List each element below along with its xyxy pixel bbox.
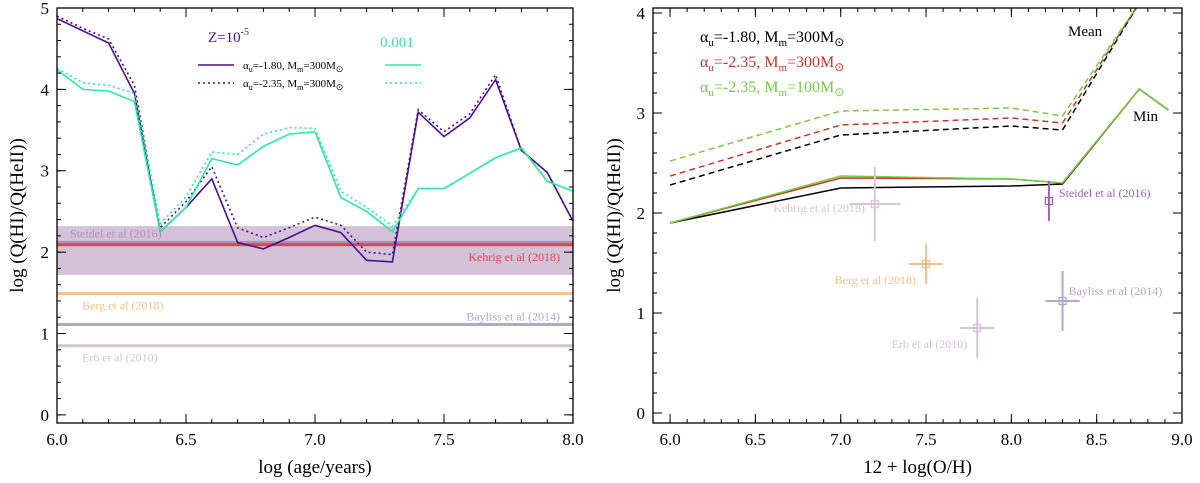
y-tick-label: 0 <box>637 404 646 423</box>
right-chart: Kehrig et al (2018) Steidel et al (2016) B… <box>604 4 1193 478</box>
reference-label: Erb et al (2010) <box>82 351 158 365</box>
y-tick-label: 3 <box>41 162 50 181</box>
x-tick-label: 8.0 <box>1001 430 1022 449</box>
left-chart: 6.0 6.5 7.0 7.5 8.0 0 1 2 3 4 5 Steidel et al (201… <box>7 0 584 478</box>
series-line <box>669 87 1169 224</box>
y-axis-title: log (Q(HI)/Q(HeII)) <box>7 138 28 293</box>
point-label: Kehrig et al (2018) <box>773 201 865 215</box>
reference-band <box>57 226 573 275</box>
point-label: Berg et al (2018) <box>835 273 916 287</box>
series-line <box>56 15 574 256</box>
observation-points: Kehrig et al (2018) Steidel et al (2016) B… <box>773 167 1162 358</box>
series-line <box>56 67 574 228</box>
x-tick-label: 6.5 <box>745 430 766 449</box>
point-label: Bayliss et al (2014) <box>1069 284 1163 298</box>
legend-entry-3: αu=-2.35, Mm=100M⊙ <box>700 79 844 99</box>
x-tick-label: 6.0 <box>659 430 680 449</box>
series-lines <box>669 8 1169 224</box>
data-point <box>921 259 931 269</box>
legend: Z=10-5 0.001 αu=-1.80, Mm=300M⊙ αu=-2.35… <box>198 27 421 92</box>
y-tick-label: 5 <box>41 0 50 18</box>
legend-entry-1: αu=-1.80, Mm=300M⊙ <box>243 60 343 74</box>
legend-entry-2: αu=-2.35, Mm=300M⊙ <box>243 78 343 92</box>
plot-frame <box>652 7 1183 424</box>
x-tick-label: 8.0 <box>562 430 583 449</box>
plot-frame <box>56 7 574 424</box>
reference-label: Berg et al (2018) <box>82 299 163 313</box>
data-point <box>1044 196 1054 206</box>
y-tick-label: 2 <box>41 243 50 262</box>
x-tick-label: 7.5 <box>433 430 454 449</box>
y-tick-label: 4 <box>637 4 646 23</box>
y-tick-label: 0 <box>41 406 50 425</box>
legend: αu=-1.80, Mm=300M⊙ αu=-2.35, Mm=300M⊙ αu… <box>700 29 844 99</box>
reference-labels: Steidel et al (2016) Kehrig et al (2018) B… <box>70 226 560 364</box>
reference-lines <box>57 240 573 348</box>
annotation-mean: Mean <box>1068 24 1103 40</box>
legend-entry-1: αu=-1.80, Mm=300M⊙ <box>700 29 844 49</box>
x-tick-label: 7.0 <box>830 430 851 449</box>
legend-z-low: Z=10-5 <box>208 27 249 46</box>
y-tick-label: 1 <box>41 324 50 343</box>
axis-ticks: 6.0 6.5 7.0 7.5 8.0 8.5 9.0 0 1 2 3 4 <box>637 4 1193 449</box>
y-tick-label: 4 <box>41 80 50 99</box>
data-point <box>973 323 982 333</box>
x-tick-label: 7.5 <box>915 430 936 449</box>
y-tick-label: 3 <box>637 104 646 123</box>
x-tick-label: 6.5 <box>175 430 196 449</box>
series-line <box>669 8 1137 162</box>
reference-label: Bayliss et al (2014) <box>466 310 560 324</box>
legend-entry-2: αu=-2.35, Mm=300M⊙ <box>700 54 844 74</box>
point-label: Steidel et al (2016) <box>1059 186 1151 200</box>
reference-label: Kehrig et al (2018) <box>468 250 560 264</box>
y-tick-label: 1 <box>637 304 646 323</box>
y-axis-title: log (Q(HI)/Q(HeII)) <box>604 138 625 293</box>
x-tick-label: 7.0 <box>304 430 325 449</box>
legend-z-high: 0.001 <box>380 35 414 51</box>
x-tick-label: 6.0 <box>46 430 67 449</box>
x-tick-label: 8.5 <box>1086 430 1107 449</box>
x-tick-label: 9.0 <box>1171 430 1192 449</box>
annotation-min: Min <box>1133 109 1159 125</box>
series-lines <box>56 15 574 263</box>
x-axis-title: log (age/years) <box>258 457 371 478</box>
axis-ticks: 6.0 6.5 7.0 7.5 8.0 0 1 2 3 4 5 <box>41 0 584 449</box>
data-point <box>1058 296 1067 306</box>
y-tick-label: 2 <box>637 204 646 223</box>
series-line <box>56 69 574 234</box>
reference-label: Steidel et al (2016) <box>70 226 162 240</box>
reference-bands <box>57 226 573 275</box>
x-axis-title: 12 + log(O/H) <box>863 457 972 478</box>
series-line <box>56 17 574 263</box>
point-label: Erb et al (2010) <box>892 337 968 351</box>
data-point <box>870 199 879 209</box>
